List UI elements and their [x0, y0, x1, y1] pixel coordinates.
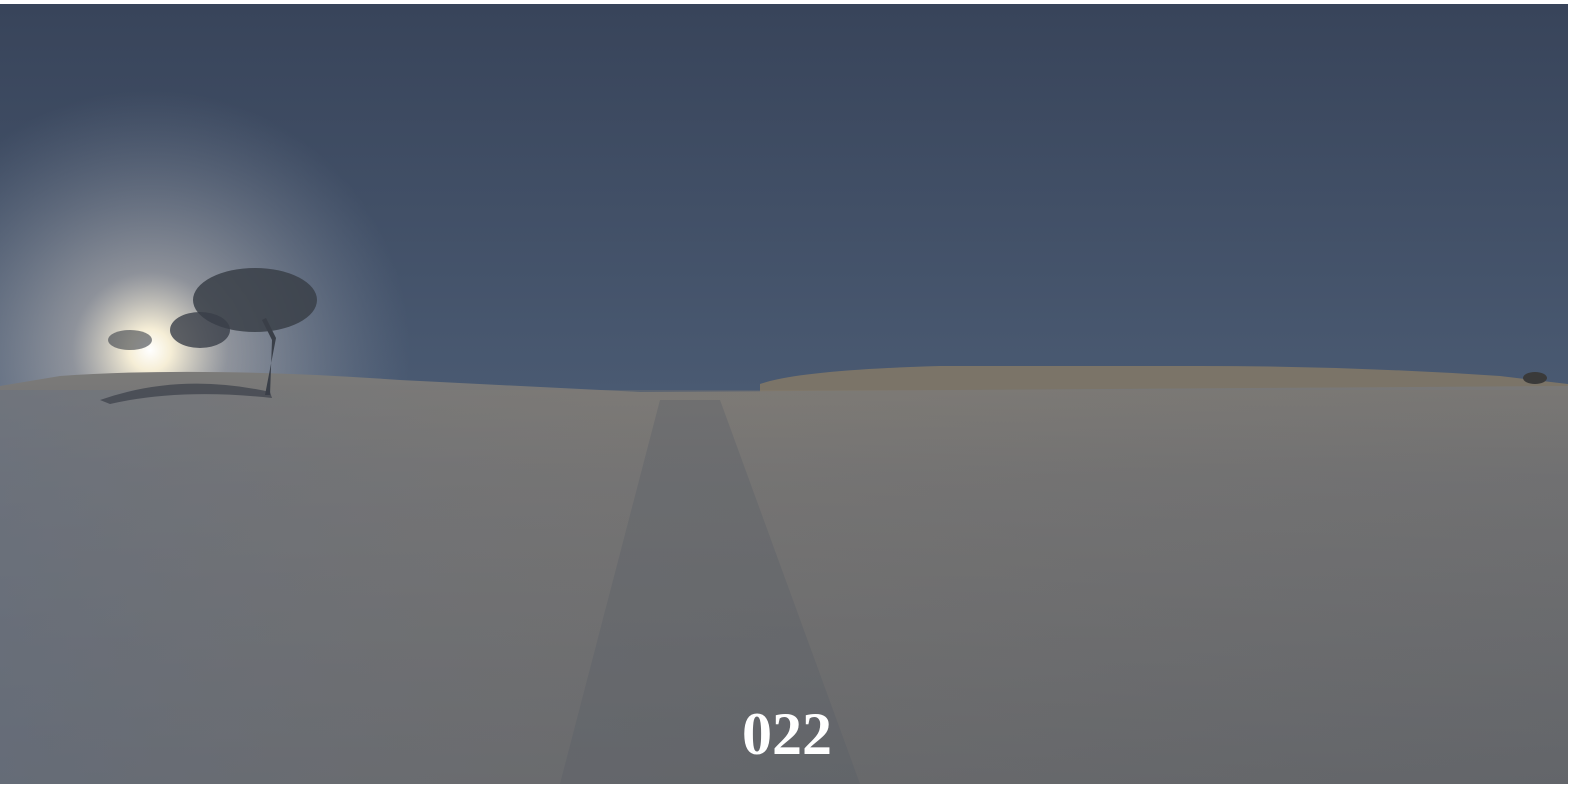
- caption: 022: [742, 701, 832, 767]
- sun-glow: [0, 4, 1568, 394]
- ground-tint: [0, 390, 1568, 784]
- bush: [1523, 372, 1547, 384]
- tree: [100, 268, 317, 404]
- track: [560, 400, 860, 784]
